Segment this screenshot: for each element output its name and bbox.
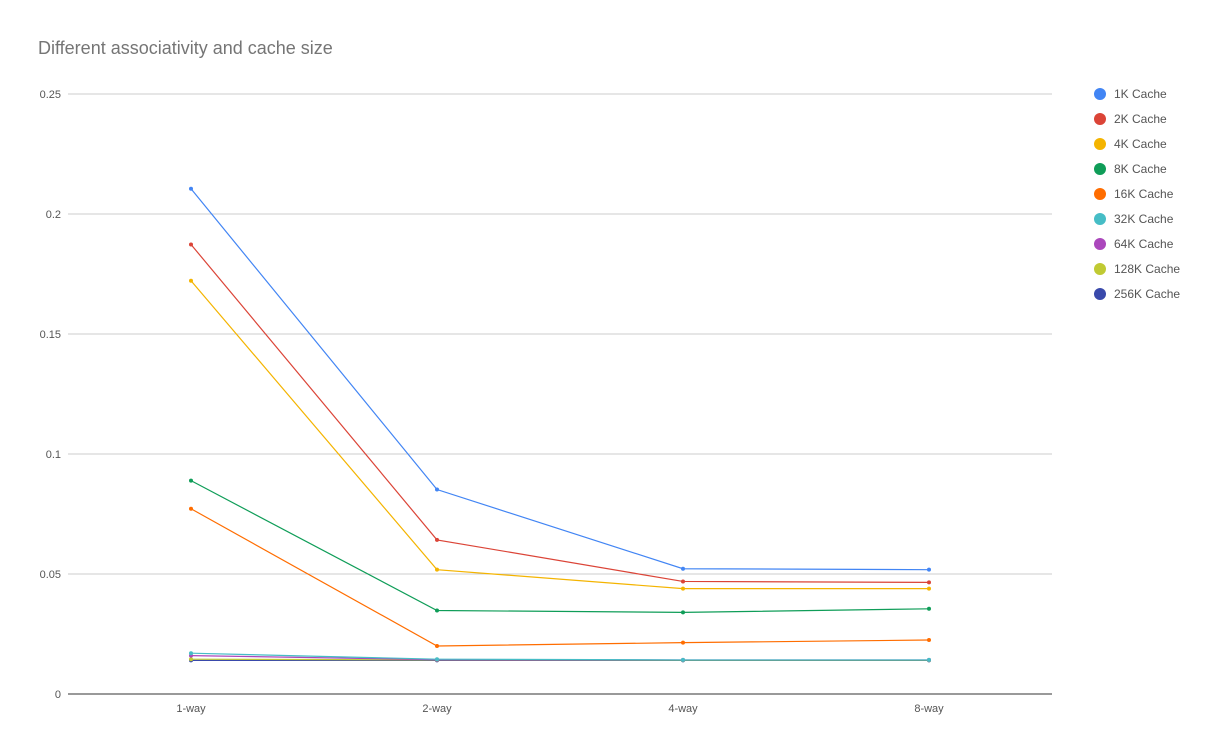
data-point bbox=[189, 478, 193, 483]
x-tick-label: 1-way bbox=[176, 703, 206, 715]
y-tick-label: 0.25 bbox=[40, 89, 61, 101]
data-point bbox=[435, 537, 439, 542]
data-point bbox=[189, 651, 193, 656]
legend-marker bbox=[1094, 213, 1106, 225]
chart-title: Different associativity and cache size bbox=[38, 38, 333, 58]
series-line bbox=[190, 480, 930, 614]
series-line bbox=[190, 652, 929, 661]
data-point bbox=[927, 638, 931, 642]
y-tick-label: 0.05 bbox=[40, 569, 61, 581]
y-tick-label: 0.1 bbox=[46, 449, 61, 461]
legend-marker bbox=[1094, 238, 1106, 250]
data-point bbox=[927, 657, 931, 662]
x-tick-label: 2-way bbox=[422, 703, 452, 715]
legend-label: 256K Cache bbox=[1114, 287, 1180, 301]
legend-label: 16K Cache bbox=[1114, 187, 1174, 201]
data-point bbox=[189, 242, 193, 247]
y-tick-label: 0.15 bbox=[40, 329, 61, 341]
y-tick-label: 0 bbox=[55, 689, 61, 701]
data-point bbox=[681, 657, 685, 662]
data-point bbox=[927, 586, 931, 591]
x-tick-label: 4-way bbox=[668, 703, 698, 715]
data-point bbox=[927, 567, 931, 572]
data-point bbox=[681, 566, 685, 571]
series-line bbox=[190, 244, 930, 584]
data-point bbox=[435, 657, 439, 662]
data-point bbox=[189, 506, 193, 511]
legend-marker bbox=[1094, 263, 1106, 275]
data-point bbox=[435, 567, 439, 572]
data-point bbox=[681, 640, 685, 645]
legend-marker bbox=[1094, 113, 1106, 125]
legend-marker bbox=[1094, 288, 1106, 300]
legend-label: 1K Cache bbox=[1114, 87, 1167, 101]
legend-label: 8K Cache bbox=[1114, 162, 1167, 176]
legend-marker bbox=[1094, 88, 1106, 100]
series-line bbox=[190, 508, 930, 647]
data-point bbox=[435, 608, 439, 613]
data-point bbox=[189, 278, 193, 283]
data-point bbox=[189, 186, 193, 191]
legend-label: 4K Cache bbox=[1114, 137, 1167, 151]
legend-label: 64K Cache bbox=[1114, 237, 1174, 251]
series-line bbox=[190, 280, 929, 590]
data-point bbox=[927, 580, 931, 585]
data-point bbox=[189, 657, 193, 662]
data-point bbox=[681, 579, 685, 584]
y-tick-label: 0.2 bbox=[46, 209, 61, 221]
series-line bbox=[190, 188, 930, 571]
data-point bbox=[681, 610, 685, 615]
x-tick-label: 8-way bbox=[914, 703, 944, 715]
legend-marker bbox=[1094, 163, 1106, 175]
data-point bbox=[435, 644, 439, 648]
legend-marker bbox=[1094, 188, 1106, 200]
legend-label: 128K Cache bbox=[1114, 262, 1180, 276]
data-point bbox=[435, 487, 439, 492]
legend-label: 2K Cache bbox=[1114, 112, 1167, 126]
data-point bbox=[927, 606, 931, 611]
data-point bbox=[681, 586, 685, 591]
legend-label: 32K Cache bbox=[1114, 212, 1174, 226]
legend-marker bbox=[1094, 138, 1106, 150]
